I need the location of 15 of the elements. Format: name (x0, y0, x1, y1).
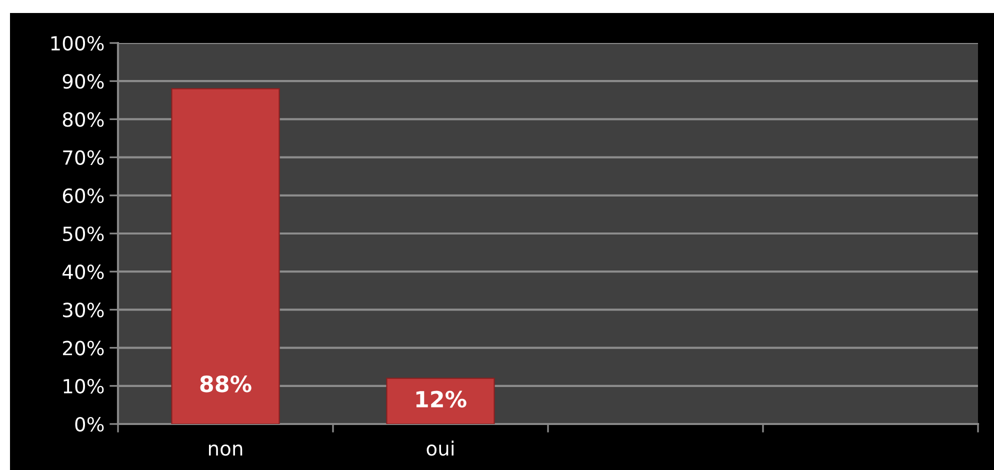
y-tick-label: 20% (63, 340, 104, 356)
x-tick-label: oui (426, 440, 454, 456)
y-tick-label: 60% (62, 188, 104, 204)
x-tick-label: non (208, 444, 242, 456)
y-tick-label: 100% (51, 36, 104, 51)
y-tick-label: 0% (75, 416, 104, 432)
y-tick-label: 50% (63, 226, 104, 242)
data-label: 88% (200, 376, 252, 392)
y-tick-label: 30% (63, 302, 104, 318)
y-tick-label: 90% (62, 74, 104, 89)
y-tick-label: 70% (63, 150, 104, 165)
data-label: 12% (416, 390, 466, 408)
y-tick-label: 40% (62, 264, 104, 280)
y-tick-label: 80% (62, 112, 104, 127)
y-tick-label: 10% (64, 378, 104, 394)
